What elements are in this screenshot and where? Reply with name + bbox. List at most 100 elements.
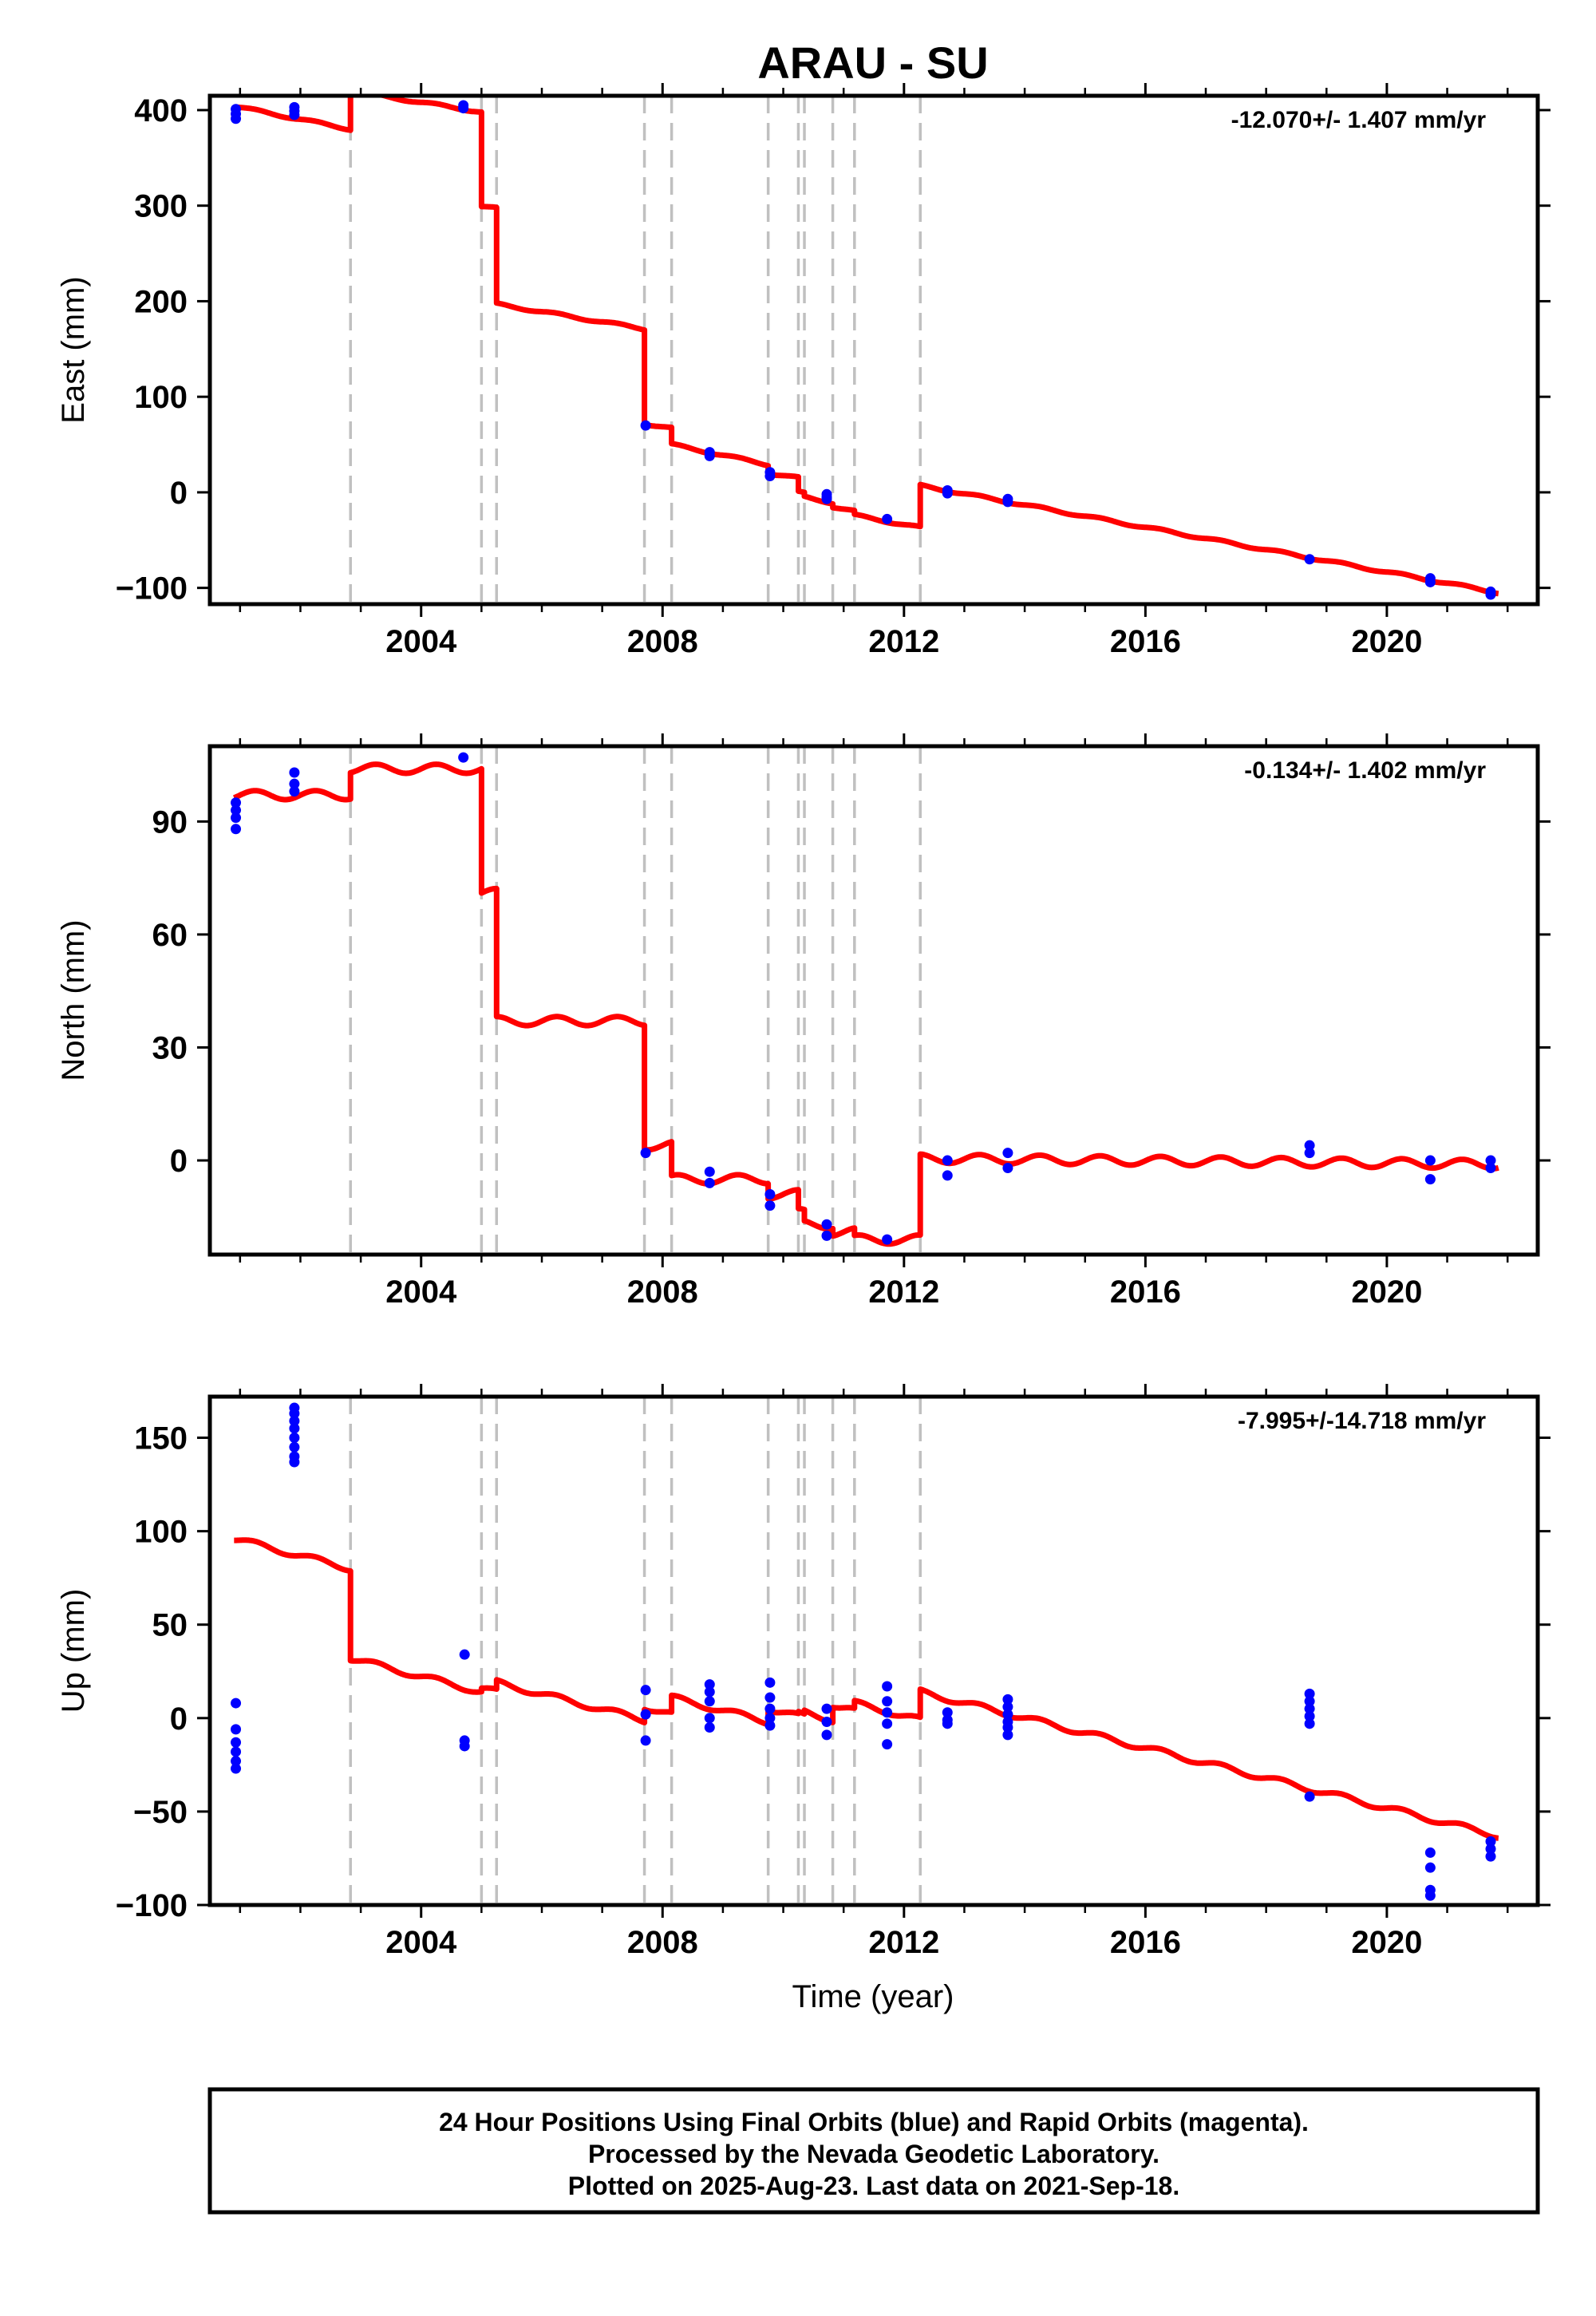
x-axis-label: Time (year) bbox=[792, 1979, 954, 2014]
data-point bbox=[1424, 576, 1436, 587]
footer-line-3: Plotted on 2025-Aug-23. Last data on 202… bbox=[568, 2172, 1179, 2200]
data-point bbox=[764, 1189, 776, 1200]
data-point bbox=[1304, 1688, 1315, 1699]
data-point bbox=[1485, 1155, 1496, 1166]
data-point bbox=[1304, 554, 1315, 565]
data-point bbox=[289, 778, 300, 789]
data-point bbox=[1424, 1155, 1436, 1166]
data-point bbox=[231, 812, 242, 824]
data-point bbox=[764, 471, 776, 482]
data-point bbox=[942, 1707, 953, 1718]
data-point bbox=[764, 1200, 776, 1211]
y-tick-label: −100 bbox=[116, 571, 188, 607]
data-point bbox=[1485, 1851, 1496, 1862]
footer-frame bbox=[207, 2087, 1540, 2215]
y-tick-label: 100 bbox=[134, 1515, 188, 1550]
data-point bbox=[882, 513, 893, 524]
data-point bbox=[704, 1722, 715, 1733]
data-point bbox=[882, 1707, 893, 1718]
y-tick-label: 0 bbox=[170, 476, 188, 511]
data-point bbox=[942, 1170, 953, 1181]
data-point bbox=[289, 1441, 300, 1452]
data-point bbox=[942, 1718, 953, 1729]
data-point bbox=[821, 1230, 832, 1241]
x-tick-label: 2008 bbox=[627, 1925, 698, 1960]
model-series-line bbox=[232, 1537, 1500, 1841]
data-point bbox=[942, 488, 953, 499]
panel-east: 2004 2008 2012 2016 2020 −100 0 100 200 300 400 Eas… bbox=[56, 83, 1551, 659]
data-point bbox=[764, 1703, 776, 1714]
footer-box: 24 Hour Positions Using Final Orbits (bl… bbox=[207, 2087, 1540, 2215]
data-point bbox=[704, 1686, 715, 1697]
data-point bbox=[704, 1713, 715, 1724]
data-point bbox=[289, 1423, 300, 1434]
y-tick-label: −100 bbox=[116, 1888, 188, 1923]
data-point bbox=[882, 1718, 893, 1729]
data-point bbox=[1304, 1696, 1315, 1707]
data-point bbox=[289, 1433, 300, 1444]
data-point bbox=[640, 1709, 651, 1720]
data-point bbox=[458, 103, 469, 114]
x-tick-label: 2008 bbox=[627, 624, 698, 659]
data-point bbox=[1424, 1862, 1436, 1873]
data-point bbox=[1424, 1890, 1436, 1901]
data-point bbox=[231, 1763, 242, 1774]
data-point bbox=[640, 1735, 651, 1746]
x-tick-label: 2020 bbox=[1351, 1275, 1422, 1310]
data-point bbox=[1485, 1162, 1496, 1173]
y-tick-label: 50 bbox=[152, 1608, 188, 1643]
data-point bbox=[704, 1679, 715, 1690]
x-tick-label: 2004 bbox=[385, 1275, 457, 1310]
data-point bbox=[882, 1234, 893, 1245]
data-point bbox=[821, 1729, 832, 1741]
data-point bbox=[1002, 1729, 1013, 1741]
y-tick-label: 300 bbox=[134, 189, 188, 224]
y-axis-label: North (mm) bbox=[56, 919, 91, 1081]
data-point bbox=[459, 1741, 470, 1752]
data-point bbox=[289, 1415, 300, 1426]
y-tick-label: 30 bbox=[152, 1030, 188, 1065]
data-point bbox=[231, 804, 242, 816]
data-point bbox=[289, 767, 300, 778]
data-point bbox=[640, 1685, 651, 1696]
data-point bbox=[1485, 589, 1496, 600]
data-point bbox=[231, 113, 242, 124]
y-axis-label: Up (mm) bbox=[56, 1589, 91, 1713]
data-point bbox=[1485, 1836, 1496, 1847]
panel-up: 2004 2008 2012 2016 2020 −100 −50 0 50 100 150 Up (… bbox=[56, 1384, 1551, 1960]
x-tick-label: 2020 bbox=[1351, 1925, 1422, 1960]
plot-frame bbox=[207, 93, 1540, 607]
rate-annotation: -12.070+/- 1.407 mm/yr bbox=[1231, 107, 1487, 133]
data-point bbox=[231, 824, 242, 835]
y-axis-label: East (mm) bbox=[56, 276, 91, 423]
data-point bbox=[1304, 1718, 1315, 1729]
model-series-line bbox=[232, 96, 1500, 597]
data-point bbox=[882, 1696, 893, 1707]
plot-frame bbox=[207, 1394, 1540, 1907]
data-point bbox=[231, 1737, 242, 1748]
x-tick-label: 2012 bbox=[868, 1925, 939, 1960]
data-point bbox=[821, 1219, 832, 1230]
data-point bbox=[231, 1697, 242, 1709]
data-point bbox=[289, 109, 300, 121]
data-point bbox=[231, 1724, 242, 1735]
data-point bbox=[882, 1739, 893, 1750]
data-point bbox=[704, 450, 715, 461]
data-point bbox=[231, 1746, 242, 1757]
data-point bbox=[764, 1713, 776, 1724]
data-point bbox=[459, 1649, 470, 1660]
footer-line-1: 24 Hour Positions Using Final Orbits (bl… bbox=[439, 2108, 1309, 2136]
x-tick-label: 2016 bbox=[1110, 1275, 1181, 1310]
y-tick-label: 0 bbox=[170, 1144, 188, 1179]
x-tick-label: 2016 bbox=[1110, 1925, 1181, 1960]
x-tick-label: 2004 bbox=[385, 1925, 457, 1960]
panel-north: 2004 2008 2012 2016 2020 0 30 60 90 North (mm) -0.… bbox=[56, 733, 1551, 1310]
y-tick-label: 400 bbox=[134, 93, 188, 128]
data-point bbox=[1304, 1710, 1315, 1721]
data-point bbox=[289, 786, 300, 797]
data-point bbox=[821, 1703, 832, 1714]
data-point bbox=[458, 752, 469, 763]
data-point bbox=[231, 797, 242, 808]
data-point bbox=[764, 1677, 776, 1688]
